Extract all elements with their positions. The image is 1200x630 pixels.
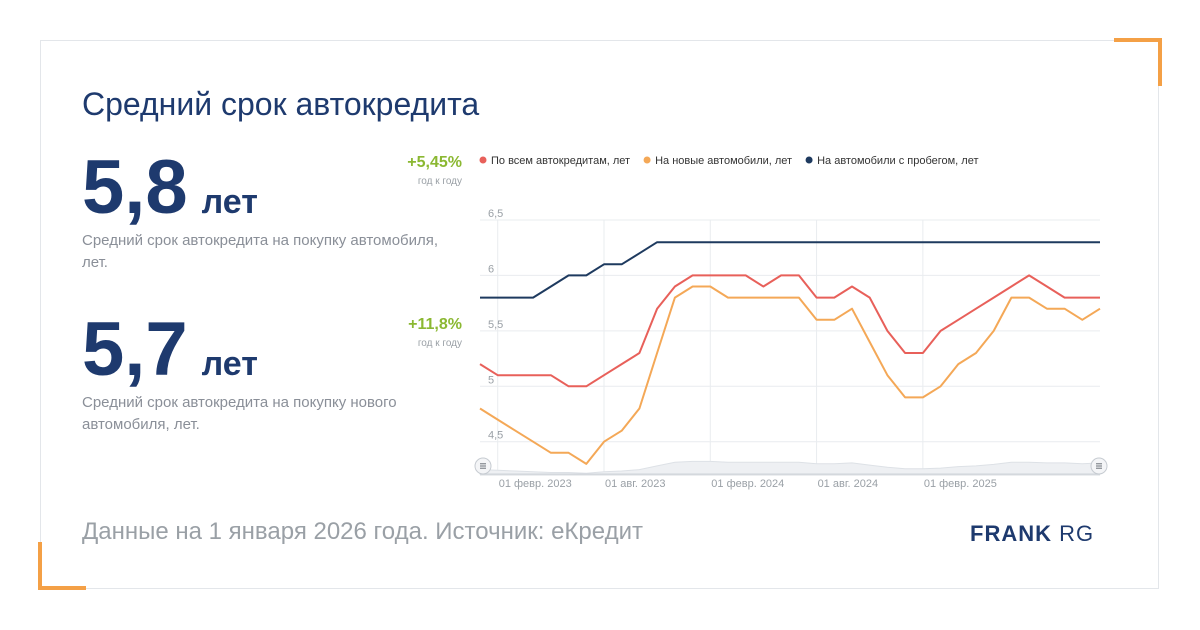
card-frame [40, 40, 1159, 589]
brand-logo: FRANK RG [970, 521, 1094, 547]
stat-value: 5,7 [82, 307, 188, 392]
x-tick-label: 01 авг. 2023 [605, 478, 666, 490]
x-tick-label: 01 февр. 2023 [499, 478, 572, 490]
brand-suffix: RG [1059, 521, 1095, 546]
corner-accent-top-right [1114, 38, 1162, 86]
x-tick-label: 01 февр. 2025 [924, 478, 997, 490]
navigator-series [479, 460, 1101, 475]
legend-label: На новые автомобили, лет [655, 155, 792, 167]
stat-overall: 5,8 лет Средний срок автокредита на покуп… [82, 150, 472, 274]
stat-value: 5,8 [82, 145, 188, 230]
series-line [480, 241, 1100, 299]
x-tick-label: 01 февр. 2024 [711, 478, 784, 490]
stat-change: +11,8% год к году [408, 316, 462, 349]
line-chart: 4,5 5 5,5 6 6,5 По всем автокредитам, лет На н… [474, 155, 1108, 490]
legend-label: На автомобили с пробегом, лет [817, 155, 978, 167]
y-tick-label: 6 [488, 263, 494, 275]
y-tick-label: 5,5 [488, 319, 503, 331]
source-footnote: Данные на 1 января 2026 года. Источник: … [82, 518, 643, 545]
stat-description: Средний срок автокредита на покупку авто… [82, 232, 439, 271]
corner-accent-bottom-left [38, 542, 86, 590]
series-line [479, 274, 1100, 388]
y-tick-label: 4,5 [488, 430, 503, 442]
stat-change: +5,45% год к году [407, 154, 462, 187]
legend-marker [805, 156, 813, 164]
stat-unit: лет [201, 345, 258, 383]
x-tick-label: 01 авг. 2024 [818, 478, 879, 490]
brand-main: FRANK [970, 521, 1052, 546]
change-value: +5,45% [407, 154, 462, 171]
stat-description: Средний срок автокредита на покупку ново… [82, 394, 397, 433]
page-title: Средний срок автокредита [82, 86, 480, 122]
series-line [479, 285, 1101, 465]
change-value: +11,8% [408, 316, 462, 333]
y-tick-label: 6,5 [488, 208, 503, 220]
stat-new-cars: 5,7 лет Средний срок автокредита на покуп… [82, 312, 472, 436]
change-period: год к году [417, 338, 462, 349]
y-tick-label: 5 [488, 374, 494, 386]
stat-unit: лет [201, 183, 258, 221]
legend-label: По всем автокредитам, лет [491, 155, 630, 167]
change-period: год к году [417, 176, 462, 187]
legend-marker [479, 156, 487, 164]
legend-marker [643, 156, 651, 164]
